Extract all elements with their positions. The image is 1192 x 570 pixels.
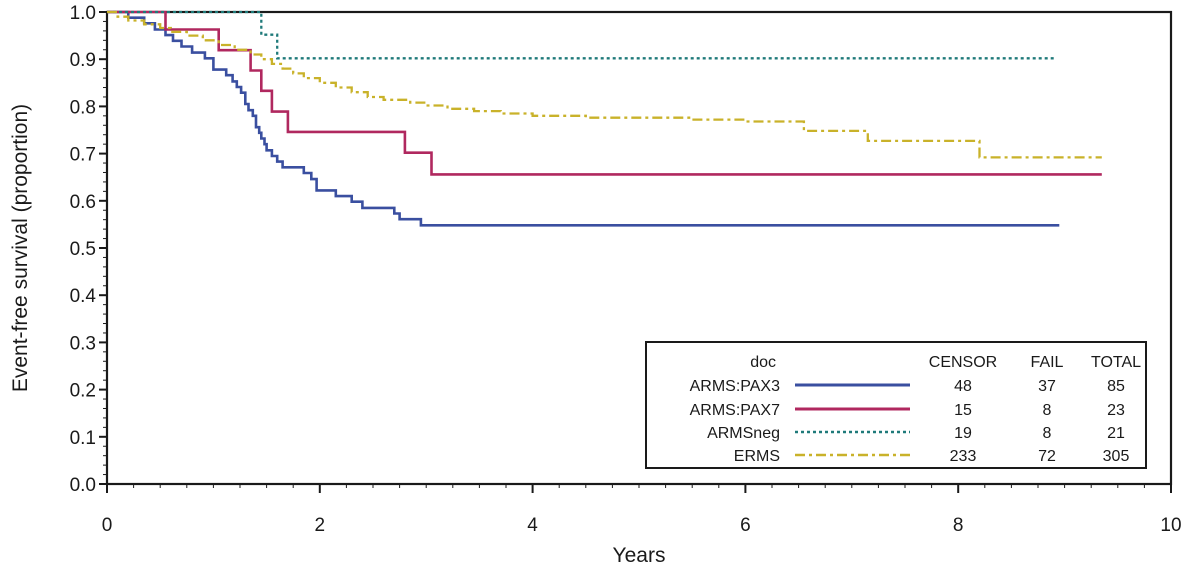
legend-label-arms-pax3: ARMS:PAX3 <box>690 378 781 395</box>
legend-header-censor: CENSOR <box>929 354 997 371</box>
series-layer <box>107 10 1102 227</box>
series-line-erms <box>107 10 1102 159</box>
y-tick-label: 0.0 <box>70 475 96 496</box>
legend-total-arms-pax7: 23 <box>1107 402 1125 419</box>
legend-frame <box>645 341 1147 469</box>
legend-fail-armsneg: 8 <box>1043 425 1052 442</box>
series-line-arms-pax7 <box>107 10 1102 176</box>
y-tick-label: 0.9 <box>70 50 96 71</box>
legend-total-arms-pax3: 85 <box>1107 378 1125 395</box>
y-tick-label: 0.4 <box>70 286 97 307</box>
y-axis: 0.0 0.1 0.2 0.3 0.4 0.5 0.6 0.7 0.8 0.9 1.0 <box>70 3 107 496</box>
legend-censor-erms: 233 <box>950 448 977 465</box>
legend-label-erms: ERMS <box>734 448 780 465</box>
x-tick-label: 10 <box>1160 515 1181 536</box>
x-tick-label: 4 <box>527 515 538 536</box>
legend-censor-arms-pax7: 15 <box>954 402 972 419</box>
legend-header-fail: FAIL <box>1031 354 1064 371</box>
legend-label-armsneg: ARMSneg <box>707 425 780 442</box>
legend-header-total: TOTAL <box>1091 354 1141 371</box>
x-tick-label: 0 <box>102 515 113 536</box>
y-tick-label: 1.0 <box>70 3 96 24</box>
x-axis: 0 2 4 6 8 10 <box>102 484 1182 536</box>
y-tick-label: 0.5 <box>70 239 96 260</box>
y-tick-label: 0.2 <box>70 381 96 402</box>
x-tick-label: 8 <box>953 515 964 536</box>
series-line-armsneg <box>107 10 1054 60</box>
legend-censor-armsneg: 19 <box>954 425 972 442</box>
legend-fail-erms: 72 <box>1038 448 1056 465</box>
legend-censor-arms-pax3: 48 <box>954 378 972 395</box>
series-line-arms-pax3 <box>107 10 1060 227</box>
y-tick-label: 0.7 <box>70 145 96 166</box>
legend-fail-arms-pax3: 37 <box>1038 378 1056 395</box>
legend-fail-arms-pax7: 8 <box>1043 402 1052 419</box>
legend-label-arms-pax7: ARMS:PAX7 <box>690 402 781 419</box>
y-tick-label: 0.3 <box>70 333 96 354</box>
x-axis-title: Years <box>613 544 666 567</box>
legend-box: doc CENSOR FAIL TOTAL ARMS:PAX3 48 37 85… <box>645 341 1147 469</box>
x-tick-label: 6 <box>740 515 751 536</box>
legend-header-group: doc <box>750 354 776 371</box>
x-tick-label: 2 <box>315 515 326 536</box>
y-tick-label: 0.8 <box>70 97 96 118</box>
legend-total-erms: 305 <box>1103 448 1130 465</box>
legend-total-armsneg: 21 <box>1107 425 1125 442</box>
y-axis-title: Event-free survival (proportion) <box>9 104 32 392</box>
y-tick-label: 0.6 <box>70 192 96 213</box>
y-tick-label: 0.1 <box>70 428 96 449</box>
